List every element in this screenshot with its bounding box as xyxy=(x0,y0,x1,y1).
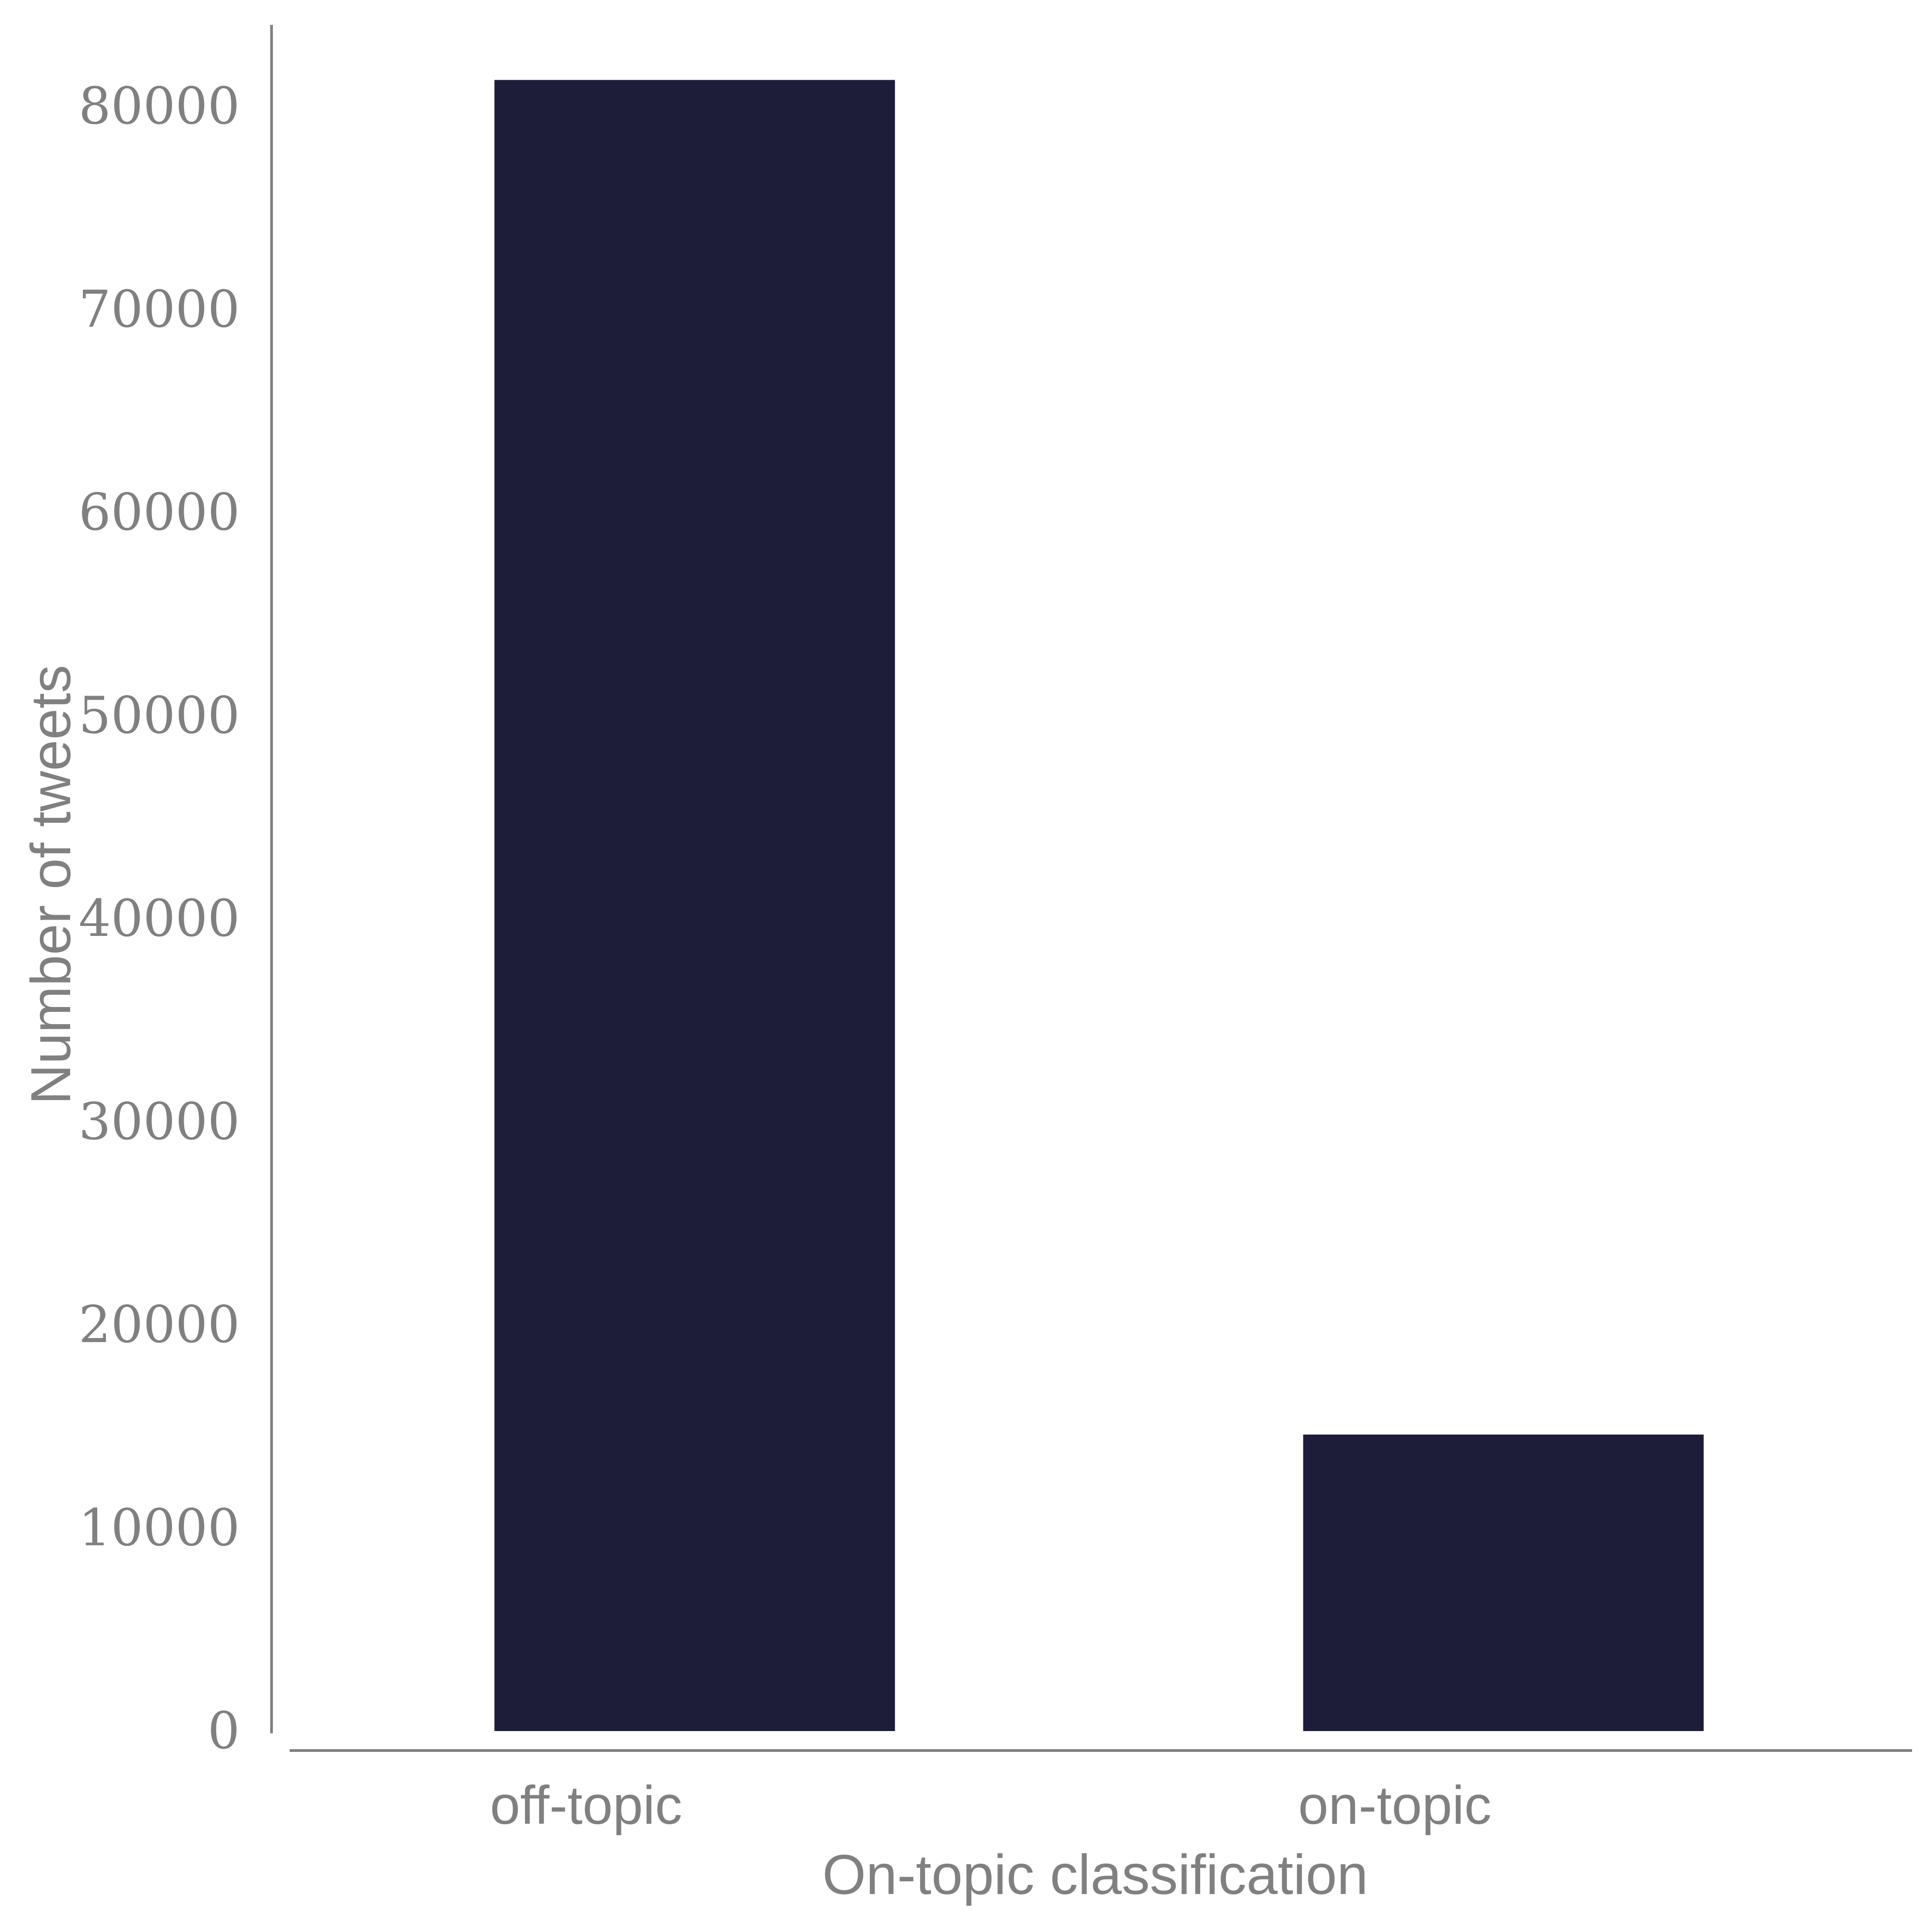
y-tick-label: 10000 xyxy=(79,1498,240,1557)
y-tick-labels: 0 10000 20000 30000 40000 50000 60000 70000 8000… xyxy=(79,77,240,1760)
y-tick-label: 70000 xyxy=(79,280,240,339)
bar-off-topic xyxy=(494,80,895,1731)
x-axis-title: On-topic classification xyxy=(822,1844,1368,1906)
y-tick-label: 20000 xyxy=(79,1296,240,1355)
bar-on-topic xyxy=(1303,1434,1704,1731)
x-tick-labels: off-topic on-topic xyxy=(490,1775,1492,1836)
x-tick-label: on-topic xyxy=(1298,1775,1492,1836)
bars-group xyxy=(494,80,1704,1731)
y-tick-label: 40000 xyxy=(79,889,240,948)
x-tick-label: off-topic xyxy=(490,1775,682,1836)
y-tick-label: 80000 xyxy=(79,77,240,136)
y-tick-label: 0 xyxy=(208,1702,240,1760)
y-axis-title: Number of tweets xyxy=(20,665,82,1105)
y-tick-label: 30000 xyxy=(79,1092,240,1151)
y-tick-label: 50000 xyxy=(79,686,240,745)
y-tick-label: 60000 xyxy=(79,483,240,542)
